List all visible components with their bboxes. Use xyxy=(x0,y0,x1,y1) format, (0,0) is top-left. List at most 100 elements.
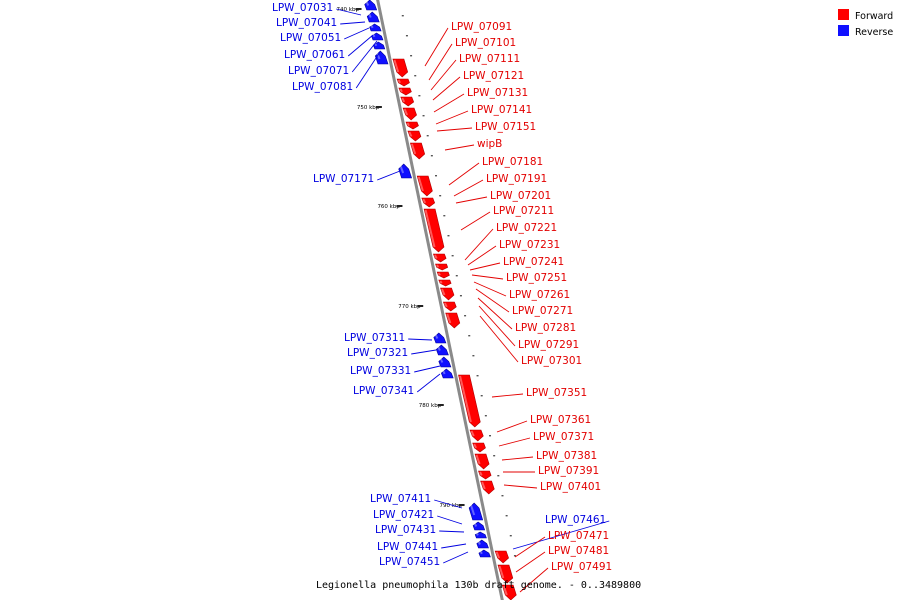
scale-mark-label: 750 kbp xyxy=(357,105,380,111)
scale-tick-minor xyxy=(451,255,454,257)
label-leader-line xyxy=(512,520,610,550)
gene-feature xyxy=(501,584,517,600)
scale-tick-minor xyxy=(422,115,425,117)
gene-feature xyxy=(392,58,409,78)
gene-label: LPW_07461 xyxy=(545,514,606,526)
gene-feature xyxy=(438,279,452,287)
scale-tick-minor xyxy=(513,555,516,557)
scale-tick-minor xyxy=(489,435,492,437)
gene-shading xyxy=(475,532,479,536)
gene-label: LPW_07471 xyxy=(548,530,609,542)
gene-features xyxy=(364,0,517,600)
gene-shading xyxy=(434,333,439,339)
scale-tick-minor xyxy=(410,55,413,57)
gene-label: LPW_07171 xyxy=(313,173,374,185)
scale-tick-minor xyxy=(476,375,479,377)
gene-feature xyxy=(472,521,486,531)
label-leader-line xyxy=(340,21,366,25)
gene-shading xyxy=(439,357,444,363)
gene-feature xyxy=(398,87,412,96)
label-leader-line xyxy=(336,8,362,16)
label-leader-line xyxy=(475,288,510,313)
gene-feature xyxy=(400,96,415,107)
gene-label: LPW_07491 xyxy=(551,561,612,573)
gene-feature xyxy=(407,130,422,142)
gene-shading xyxy=(410,143,417,155)
gene-label: LPW_07091 xyxy=(451,21,512,33)
scale-tick-minor xyxy=(439,195,442,197)
gene-shading xyxy=(401,97,406,103)
gene-label: LPW_07081 xyxy=(292,81,353,93)
gene-shading xyxy=(367,12,372,18)
gene-feature xyxy=(494,550,509,564)
legend-reverse-label: Reverse xyxy=(855,27,893,38)
gene-feature xyxy=(440,287,455,301)
label-leader-line xyxy=(519,567,549,593)
scale-tick-minor xyxy=(497,475,500,477)
gene-shading xyxy=(446,313,452,324)
scale-tick-minor xyxy=(472,355,475,357)
gene-shading xyxy=(436,345,441,351)
gene-label: LPW_07391 xyxy=(538,465,599,477)
label-leader-line xyxy=(377,170,401,181)
gene-label: LPW_07261 xyxy=(509,289,570,301)
gene-shading xyxy=(424,209,436,248)
legend: Forward Reverse xyxy=(838,9,893,38)
label-leader-line xyxy=(467,245,497,266)
gene-label: LPW_07321 xyxy=(347,347,408,359)
label-leader-line xyxy=(478,305,516,347)
gene-feature xyxy=(472,442,486,453)
gene-feature xyxy=(405,121,419,130)
gene-label: LPW_07481 xyxy=(548,545,609,557)
label-leader-line xyxy=(503,484,538,489)
gene-label: wipB xyxy=(477,138,502,150)
label-leader-line xyxy=(460,211,491,231)
label-leader-line xyxy=(455,196,488,204)
label-leader-line xyxy=(432,76,461,101)
label-leader-line xyxy=(433,93,465,113)
label-leader-line xyxy=(515,551,546,573)
label-leader-line xyxy=(424,27,449,67)
label-leader-line xyxy=(477,297,513,330)
scale-mark-label: 780 kbp xyxy=(419,403,442,409)
gene-shading xyxy=(399,164,405,174)
label-leader-line xyxy=(408,338,433,341)
gene-feature xyxy=(364,0,378,11)
gene-label: LPW_07411 xyxy=(370,493,431,505)
label-leader-line xyxy=(411,349,437,355)
scale-tick-minor xyxy=(484,415,487,417)
gene-shading xyxy=(408,131,413,137)
label-leader-line xyxy=(448,162,480,186)
gene-feature xyxy=(416,175,433,197)
scale-tick-minor xyxy=(464,315,467,317)
label-leader-line xyxy=(434,499,463,509)
gene-shading xyxy=(372,33,376,38)
gene-feature xyxy=(435,263,449,271)
gene-shading xyxy=(477,540,481,545)
genome-caption: Legionella pneumophila 130b draft genome… xyxy=(316,580,641,591)
gene-label: LPW_07331 xyxy=(350,365,411,377)
gene-shading xyxy=(403,108,409,116)
gene-feature xyxy=(421,197,436,208)
gene-label: LPW_07361 xyxy=(530,414,591,426)
scale-tick-major xyxy=(458,504,465,506)
gene-label: LPW_07191 xyxy=(486,173,547,185)
gene-shading xyxy=(422,198,427,204)
gene-feature xyxy=(476,539,489,549)
label-leader-line xyxy=(479,315,519,363)
label-leader-line xyxy=(439,530,465,533)
gene-label: LPW_07431 xyxy=(375,524,436,536)
label-leader-line xyxy=(473,281,507,297)
gene-feature xyxy=(442,301,457,312)
label-leader-line xyxy=(496,420,528,433)
gene-feature xyxy=(478,549,491,558)
gene-shading xyxy=(370,24,374,29)
gene-label: LPW_07221 xyxy=(496,222,557,234)
gene-shading xyxy=(365,0,370,6)
scale-tick-minor xyxy=(443,215,446,217)
scale-tick-minor xyxy=(405,35,408,37)
gene-label: LPW_07211 xyxy=(493,205,554,217)
label-leader-line xyxy=(428,43,453,81)
scale-tick-minor xyxy=(501,495,504,497)
gene-feature xyxy=(423,208,445,253)
